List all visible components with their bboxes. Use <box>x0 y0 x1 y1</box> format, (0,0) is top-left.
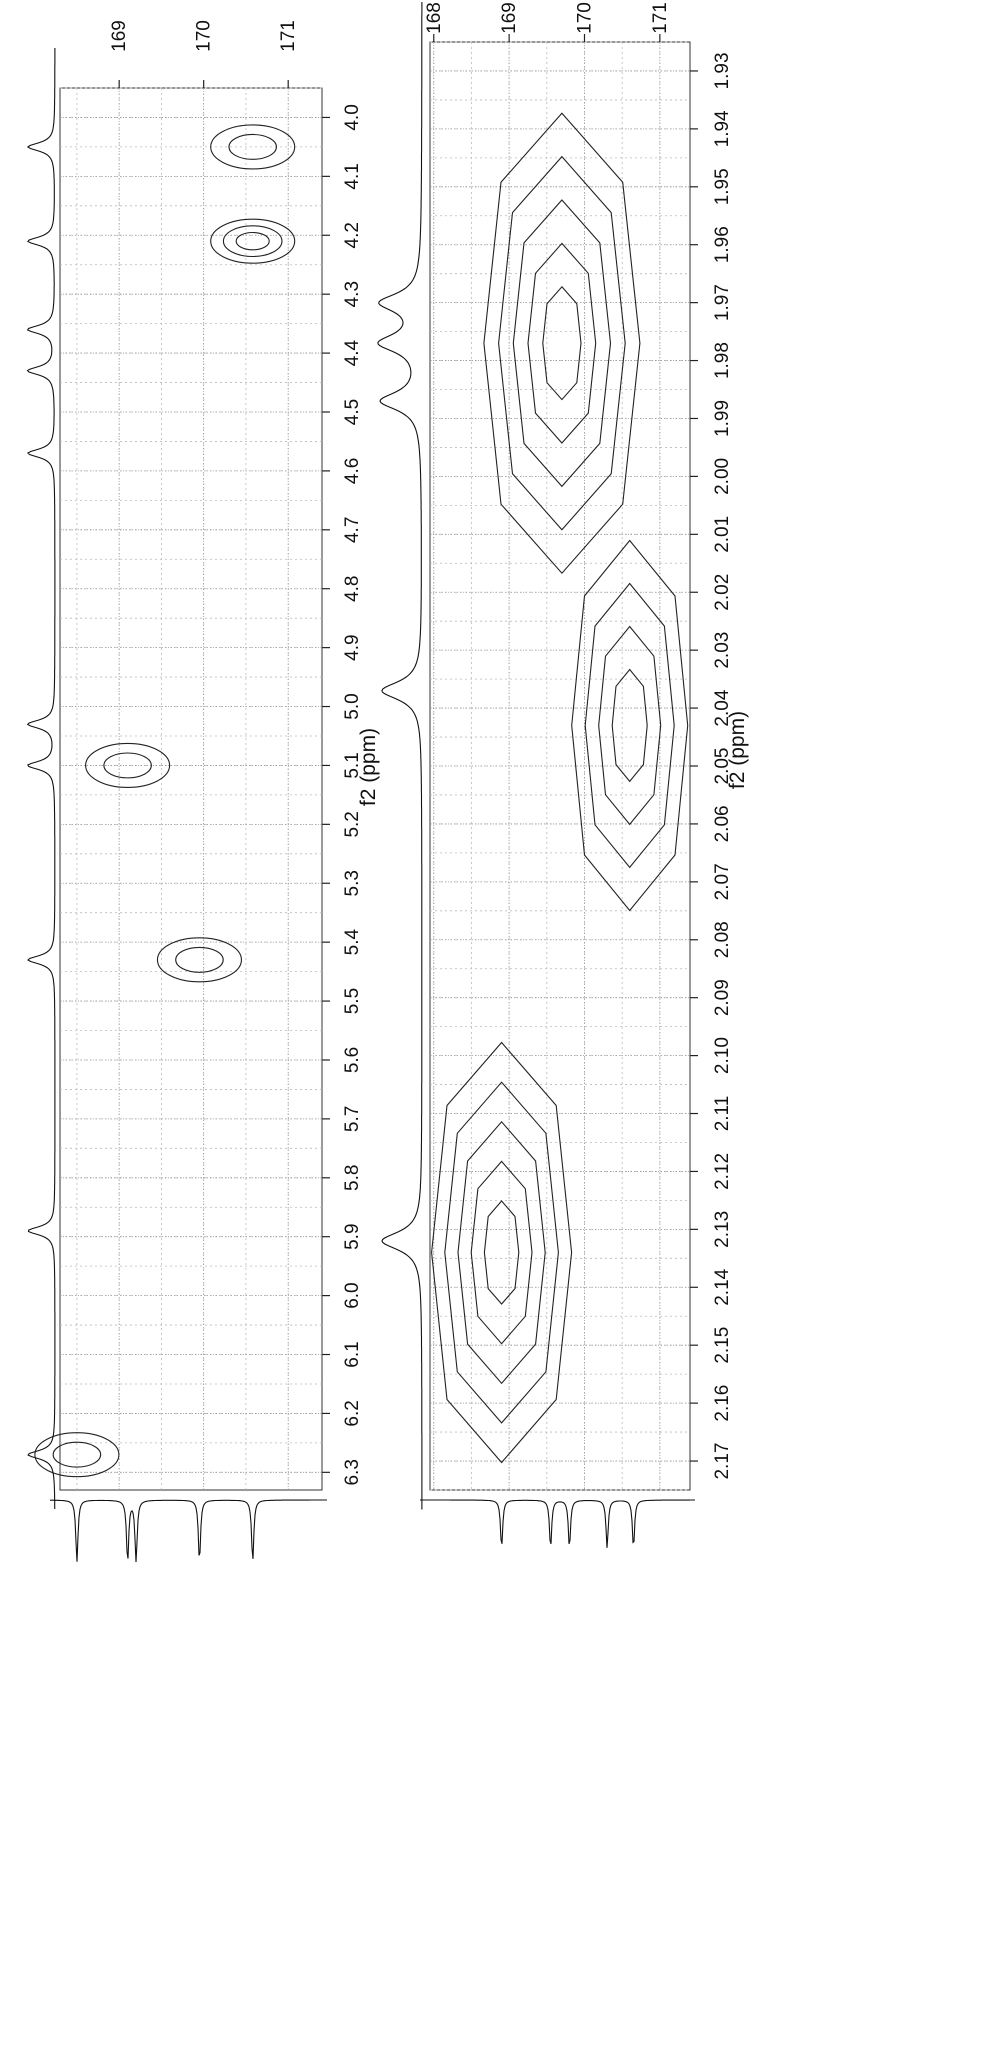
f2-tick-label: 6.2 <box>342 1400 363 1426</box>
f2-tick-label: 5.6 <box>342 1047 363 1073</box>
f2-tick-label: 2.08 <box>712 921 733 958</box>
f2-tick-label: 4.5 <box>342 399 363 425</box>
f2-tick-label: 2.07 <box>712 863 733 900</box>
contour-level <box>584 582 675 869</box>
contour-level <box>34 1432 120 1478</box>
f2-tick-label: 4.9 <box>342 634 363 660</box>
contour-level <box>470 1160 533 1345</box>
contour-level <box>571 539 689 912</box>
f2-tick-label: 2.01 <box>712 516 733 553</box>
f2-tick-label: 2.06 <box>712 805 733 842</box>
panel-right-f1-projection-trace <box>420 1499 695 1548</box>
f2-tick-label: 2.14 <box>712 1268 733 1305</box>
contour-level <box>611 668 648 783</box>
f1-tick-label: 171 <box>278 20 299 52</box>
f2-tick-label: 2.17 <box>712 1443 733 1480</box>
contour-level <box>444 1081 559 1424</box>
panel-right-f2-ticks: 1.93 1.94 1.95 1.96 1.97 1.98 1.99 2.00 2.01 2.02… <box>690 52 733 1480</box>
f2-tick-label: 1.93 <box>712 52 733 89</box>
f2-tick-label: 5.7 <box>342 1106 363 1132</box>
panel-left-f1-projection-trace <box>50 1499 327 1563</box>
f2-tick-label: 6.3 <box>342 1459 363 1485</box>
contour-level <box>512 199 612 488</box>
panel-left-f2-projection-trace <box>26 48 56 1510</box>
f2-tick-label: 2.10 <box>712 1037 733 1074</box>
f2-tick-label: 2.13 <box>712 1211 733 1248</box>
panel-right-grid <box>430 41 690 1491</box>
f2-tick-label: 1.97 <box>712 284 733 321</box>
f2-tick-label: 5.4 <box>342 929 363 956</box>
contour-level <box>235 231 270 251</box>
f2-tick-label: 5.9 <box>342 1223 363 1249</box>
panel-left: 169 170 171 4.0 4.1 4.2 4.3 4.4 4.5 4.6 4.7 4.8 4.9… <box>26 20 380 1563</box>
panel-right-contours <box>431 112 689 1464</box>
panel-left-plot-frame <box>59 87 323 1491</box>
f1-tick-label: 169 <box>109 20 130 52</box>
contour-level <box>598 625 662 826</box>
contour-level <box>156 937 243 983</box>
f2-tick-label: 2.09 <box>712 979 733 1016</box>
f2-tick-label: 2.05 <box>712 748 733 785</box>
f2-tick-label: 1.96 <box>712 226 733 263</box>
f2-tick-label: 4.6 <box>342 458 363 484</box>
contour-level <box>222 225 283 258</box>
f2-tick-label: 4.1 <box>342 163 363 189</box>
f1-tick-label: 170 <box>194 20 215 52</box>
contour-level <box>483 112 641 575</box>
f1-tick-label: 170 <box>574 2 595 34</box>
f2-tick-label: 4.4 <box>342 339 363 366</box>
f2-tick-label: 2.16 <box>712 1385 733 1422</box>
f2-tick-label: 5.0 <box>342 693 363 719</box>
f2-tick-label: 2.03 <box>712 632 733 669</box>
panel-right-f2-axis-label: f2 (ppm) <box>726 711 749 789</box>
f2-tick-label: 4.8 <box>342 576 363 602</box>
contour-level <box>527 242 597 444</box>
contour-level <box>210 218 296 264</box>
f2-tick-label: 6.0 <box>342 1282 363 1308</box>
f2-tick-label: 4.3 <box>342 281 363 307</box>
f2-tick-label: 5.8 <box>342 1165 363 1191</box>
panel-right-f2-projection-trace <box>377 2 423 1510</box>
panel-left-f1-ticks: 169 170 171 <box>109 20 299 88</box>
f2-tick-label: 4.0 <box>342 104 363 130</box>
panel-left-f2-axis-label: f2 (ppm) <box>357 728 380 806</box>
f2-tick-label: 2.02 <box>712 574 733 611</box>
panel-left-f2-ticks: 4.0 4.1 4.2 4.3 4.4 4.5 4.6 4.7 4.8 4.9 5.0 5.1 5.2 5… <box>322 104 363 1486</box>
f1-tick-label: 169 <box>499 2 520 34</box>
contour-level <box>85 742 171 788</box>
f2-tick-label: 5.3 <box>342 870 363 896</box>
f2-tick-label: 5.2 <box>342 811 363 837</box>
f2-tick-label: 2.15 <box>712 1327 733 1364</box>
contour-level <box>103 752 152 779</box>
f1-tick-label: 168 <box>424 2 445 34</box>
contour-level <box>175 946 224 973</box>
contour-level <box>542 285 582 401</box>
panel-left-contours <box>34 124 296 1478</box>
contour-level <box>210 124 296 170</box>
f2-tick-label: 1.95 <box>712 168 733 205</box>
f2-tick-label: 6.1 <box>342 1341 363 1367</box>
panel-right-f1-ticks: 168 169 170 171 <box>424 2 671 42</box>
contour-level <box>431 1041 573 1464</box>
f2-tick-label: 2.04 <box>712 689 733 726</box>
contour-level <box>457 1120 546 1385</box>
panel-right: 168 169 170 171 1.931.941.951.961.971.981.9… <box>377 2 749 1548</box>
f2-tick-label: 1.98 <box>712 342 733 379</box>
contour-level <box>228 133 277 160</box>
f2-tick-label: 5.5 <box>342 988 363 1014</box>
contour-level <box>483 1200 520 1305</box>
f1-tick-label: 171 <box>650 2 671 34</box>
contour-level <box>498 155 626 531</box>
f2-tick-label: 2.11 <box>712 1096 733 1132</box>
f2-tick-label: 1.99 <box>712 400 733 437</box>
f2-tick-label: 1.94 <box>712 110 733 147</box>
f2-tick-label: 2.12 <box>712 1153 733 1190</box>
contour-level <box>52 1441 102 1468</box>
f2-tick-label: 2.00 <box>712 458 733 495</box>
f2-tick-label: 4.7 <box>342 517 363 543</box>
f2-tick-label: 5.1 <box>342 752 363 778</box>
f2-tick-label: 4.2 <box>342 222 363 248</box>
